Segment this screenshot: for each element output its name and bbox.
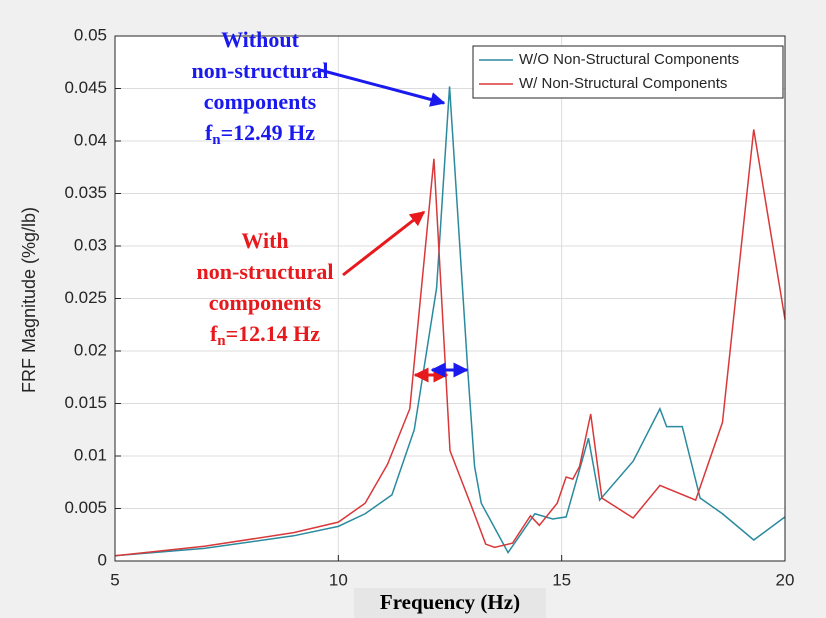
annotation-text: =12.49 Hz [221,120,316,145]
arrow [319,68,446,107]
arrow [342,210,426,277]
annotation-line: non-structural [197,259,334,284]
annotation-line: non-structural [192,58,329,83]
annotation-line: With [241,228,288,253]
y-tick-label: 0.01 [74,445,107,464]
y-tick-label: 0.02 [74,340,107,359]
y-tick-label: 0.05 [74,25,107,44]
y-axis-label: FRF Magnitude (%g/lb) [19,207,39,393]
annotation-freq: fn=12.14 Hz [210,321,320,349]
y-tick-label: 0.015 [64,393,107,412]
y-tick-label: 0.04 [74,130,107,149]
annotation-line: components [209,290,322,315]
xlabel-box [354,588,546,618]
x-tick-label: 20 [776,570,795,589]
y-tick-label: 0 [98,550,107,569]
legend-label: W/ Non-Structural Components [519,75,727,92]
y-tick-label: 0.03 [74,235,107,254]
legend-box [472,45,784,99]
x-tick-label: 10 [329,570,348,589]
x-tick-label: 5 [110,570,119,589]
series-line [114,86,786,557]
series-line [114,129,786,557]
y-tick-label: 0.005 [64,498,107,517]
annotation-freq: fn=12.49 Hz [205,120,315,148]
subscript: n [212,132,221,148]
y-tick-label: 0.045 [64,78,107,97]
legend-label: W/O Non-Structural Components [519,51,739,68]
annotation-text: f [210,321,218,346]
x-tick-label: 15 [552,570,571,589]
x-axis-label: Frequency (Hz) [380,590,520,614]
annotation-line: components [204,89,317,114]
y-tick-label: 0.035 [64,183,107,202]
subscript: n [217,333,226,349]
annotation-line: Without [221,27,300,52]
y-tick-label: 0.025 [64,288,107,307]
annotation-text: f [205,120,213,145]
annotation-text: =12.14 Hz [226,321,321,346]
